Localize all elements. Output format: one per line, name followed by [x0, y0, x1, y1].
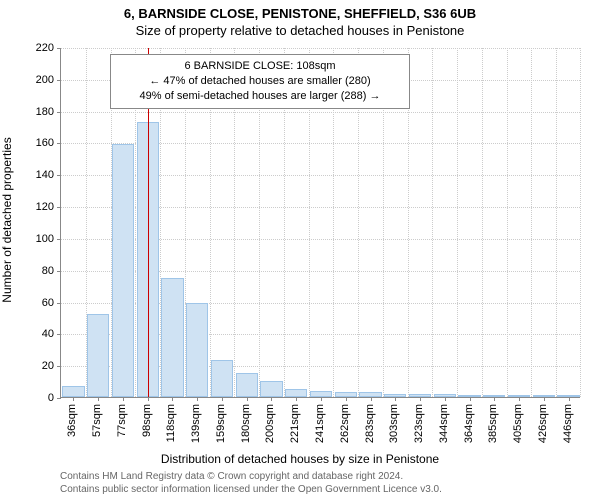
- xtick-label: 323sqm: [413, 404, 425, 443]
- xtick-label: 426sqm: [537, 404, 549, 443]
- xtick-label: 36sqm: [66, 404, 78, 437]
- footer-text: Contains HM Land Registry data © Crown c…: [60, 470, 442, 496]
- gridline-v: [531, 48, 532, 397]
- xtick-label: 221sqm: [289, 404, 301, 443]
- xtick-mark: [346, 397, 347, 401]
- ytick-mark: [57, 303, 61, 304]
- gridline-v: [457, 48, 458, 397]
- histogram-bar: [211, 360, 233, 397]
- histogram-bar: [285, 389, 307, 397]
- xtick-label: 118sqm: [165, 404, 177, 442]
- xtick-mark: [395, 397, 396, 401]
- histogram-bar: [161, 278, 183, 397]
- xtick-mark: [148, 397, 149, 401]
- xtick-mark: [371, 397, 372, 401]
- histogram-bar: [186, 303, 208, 397]
- xtick-label: 77sqm: [116, 404, 128, 437]
- xtick-mark: [445, 397, 446, 401]
- xtick-mark: [494, 397, 495, 401]
- xtick-label: 241sqm: [314, 404, 326, 443]
- histogram-bar: [62, 386, 84, 397]
- page-title: 6, BARNSIDE CLOSE, PENISTONE, SHEFFIELD,…: [0, 0, 600, 21]
- ytick-label: 60: [20, 297, 54, 309]
- ytick-label: 40: [20, 328, 54, 340]
- ytick-mark: [57, 239, 61, 240]
- ytick-label: 80: [20, 265, 54, 277]
- xtick-label: 180sqm: [240, 404, 252, 443]
- xtick-mark: [296, 397, 297, 401]
- ytick-label: 160: [20, 137, 54, 149]
- ytick-mark: [57, 366, 61, 367]
- ytick-mark: [57, 175, 61, 176]
- xtick-mark: [98, 397, 99, 401]
- gridline-h: [61, 112, 580, 113]
- gridline-v: [580, 48, 581, 397]
- xtick-label: 446sqm: [562, 404, 574, 443]
- xtick-label: 57sqm: [91, 404, 103, 437]
- ytick-mark: [57, 112, 61, 113]
- xtick-mark: [470, 397, 471, 401]
- xtick-label: 303sqm: [388, 404, 400, 443]
- xtick-label: 344sqm: [438, 404, 450, 443]
- annotation-line: 49% of semi-detached houses are larger (…: [119, 89, 401, 104]
- page-subtitle: Size of property relative to detached ho…: [0, 21, 600, 38]
- xtick-label: 262sqm: [339, 404, 351, 443]
- xtick-label: 200sqm: [264, 404, 276, 443]
- gridline-h: [61, 48, 580, 49]
- histogram-bar: [236, 373, 258, 397]
- gridline-v: [556, 48, 557, 397]
- annotation-line: ← 47% of detached houses are smaller (28…: [119, 74, 401, 89]
- ytick-mark: [57, 398, 61, 399]
- gridline-v: [482, 48, 483, 397]
- ytick-mark: [57, 48, 61, 49]
- ytick-label: 120: [20, 201, 54, 213]
- annotation-box: 6 BARNSIDE CLOSE: 108sqm ← 47% of detach…: [110, 54, 410, 109]
- ytick-label: 180: [20, 106, 54, 118]
- xtick-mark: [172, 397, 173, 401]
- xtick-label: 405sqm: [512, 404, 524, 443]
- ytick-label: 0: [20, 392, 54, 404]
- x-axis-label: Distribution of detached houses by size …: [0, 452, 600, 466]
- gridline-v: [507, 48, 508, 397]
- ytick-mark: [57, 207, 61, 208]
- ytick-mark: [57, 80, 61, 81]
- xtick-mark: [247, 397, 248, 401]
- ytick-label: 20: [20, 360, 54, 372]
- xtick-mark: [519, 397, 520, 401]
- ytick-mark: [57, 271, 61, 272]
- footer-line: Contains public sector information licen…: [60, 483, 442, 496]
- gridline-v: [432, 48, 433, 397]
- annotation-line: 6 BARNSIDE CLOSE: 108sqm: [119, 59, 401, 74]
- histogram-bar: [260, 381, 282, 397]
- xtick-label: 98sqm: [141, 404, 153, 437]
- xtick-mark: [271, 397, 272, 401]
- xtick-mark: [123, 397, 124, 401]
- histogram-bar: [112, 144, 134, 397]
- ytick-label: 100: [20, 233, 54, 245]
- xtick-mark: [73, 397, 74, 401]
- xtick-mark: [321, 397, 322, 401]
- xtick-mark: [420, 397, 421, 401]
- xtick-label: 385sqm: [487, 404, 499, 443]
- xtick-mark: [197, 397, 198, 401]
- xtick-mark: [544, 397, 545, 401]
- ytick-mark: [57, 334, 61, 335]
- ytick-label: 140: [20, 169, 54, 181]
- histogram-bar: [87, 314, 109, 397]
- xtick-mark: [222, 397, 223, 401]
- ytick-mark: [57, 143, 61, 144]
- chart-area: 020406080100120140160180200220 36sqm57sq…: [60, 48, 580, 398]
- ytick-label: 220: [20, 42, 54, 54]
- footer-line: Contains HM Land Registry data © Crown c…: [60, 470, 442, 483]
- xtick-label: 283sqm: [364, 404, 376, 443]
- xtick-label: 159sqm: [215, 404, 227, 443]
- y-axis-label: Number of detached properties: [0, 137, 14, 302]
- xtick-mark: [569, 397, 570, 401]
- xtick-label: 139sqm: [190, 404, 202, 443]
- xtick-label: 364sqm: [463, 404, 475, 443]
- ytick-label: 200: [20, 74, 54, 86]
